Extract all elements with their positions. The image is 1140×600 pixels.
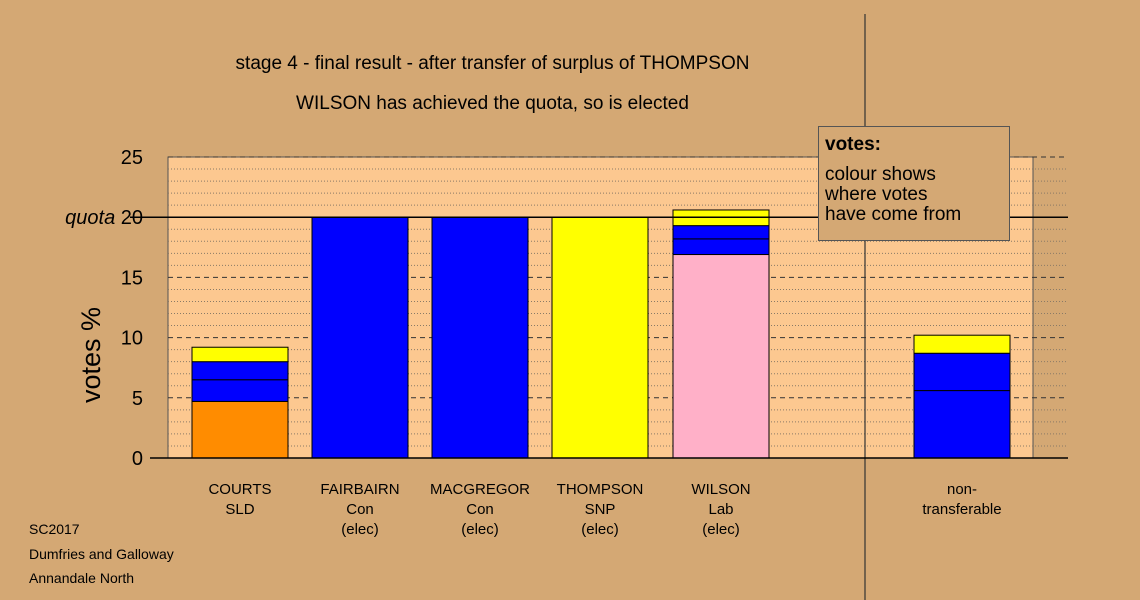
category-label: FAIRBAIRN <box>320 481 399 498</box>
bar-segment <box>431 216 529 459</box>
legend-title: votes: <box>825 134 881 155</box>
legend-box: votes: colour shows where votes have com… <box>818 126 1010 241</box>
legend-line: have come from <box>825 204 962 225</box>
bar-segment <box>672 238 770 256</box>
bar-segment <box>191 400 289 459</box>
category-label: (elec) <box>702 521 740 538</box>
y-tick-label: 0 <box>132 448 143 470</box>
footer-ward: Annandale North <box>29 570 135 586</box>
category-label: COURTS <box>208 481 271 498</box>
bar-segment <box>913 390 1011 459</box>
category-label: (elec) <box>341 521 379 538</box>
y-tick-label: 15 <box>121 267 143 289</box>
category-label: SNP <box>585 501 616 518</box>
bar-segment <box>191 346 289 363</box>
bar-segment <box>913 352 1011 392</box>
footer-council: Dumfries and Galloway <box>29 546 174 562</box>
legend-body: colour shows where votes have come from <box>825 165 1003 225</box>
category-label: Lab <box>708 501 733 518</box>
y-tick-label: 10 <box>121 328 143 350</box>
quota-tick-label: quota 20 <box>65 207 143 229</box>
category-label: non- <box>947 481 977 498</box>
bar-segment <box>191 361 289 381</box>
category-label: SLD <box>225 501 254 518</box>
y-axis-label: votes % <box>76 307 106 403</box>
bar-segment <box>311 216 409 459</box>
chart-subtitle: WILSON has achieved the quota, so is ele… <box>296 93 689 114</box>
y-tick-label: 5 <box>132 388 143 410</box>
category-label: Con <box>466 501 494 518</box>
category-label: (elec) <box>581 521 619 538</box>
category-label: Con <box>346 501 374 518</box>
category-label: transferable <box>922 501 1001 518</box>
chart-title: stage 4 - final result - after transfer … <box>235 53 750 74</box>
category-label: (elec) <box>461 521 499 538</box>
bar-segment <box>191 379 289 402</box>
legend-line: colour shows <box>825 164 936 185</box>
bar-segment <box>672 254 770 459</box>
category-label: WILSON <box>691 481 750 498</box>
category-label: THOMPSON <box>557 481 644 498</box>
bar-segment <box>551 216 649 459</box>
bar-segment <box>913 334 1011 354</box>
bar-segment <box>672 225 770 240</box>
footer-year: SC2017 <box>29 521 80 537</box>
legend-line: where votes <box>825 184 928 205</box>
y-tick-label: 25 <box>121 147 143 169</box>
category-label: MACGREGOR <box>430 481 530 498</box>
